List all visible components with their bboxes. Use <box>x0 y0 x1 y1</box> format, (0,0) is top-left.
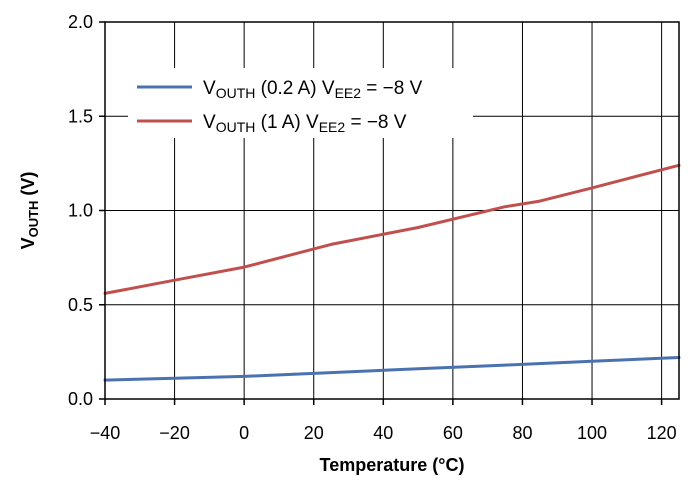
x-tick-label-8: 120 <box>647 423 677 443</box>
x-tick-label-6: 80 <box>512 423 532 443</box>
y-axis-title: VOUTH (V) <box>18 172 41 250</box>
legend-label-1: VOUTH (1 A) VEE2 = −8 V <box>203 112 407 135</box>
series-line-1 <box>103 163 681 295</box>
y-tick-label-1: 0.5 <box>68 295 93 315</box>
y-tick-label-2: 1.0 <box>68 201 93 221</box>
x-tick-label-7: 100 <box>577 423 607 443</box>
x-tick-label-3: 20 <box>304 423 324 443</box>
x-tick-label-4: 40 <box>373 423 393 443</box>
legend-label-0: VOUTH (0.2 A) VEE2 = −8 V <box>203 78 423 101</box>
y-axis-ticks: 0.0 0.5 1.0 1.5 2.0 <box>68 12 105 409</box>
x-axis-ticks: −40 −20 0 20 40 60 80 100 120 <box>90 399 677 443</box>
series-layer <box>103 163 681 382</box>
series-line-0 <box>103 356 681 382</box>
x-tick-label-2: 0 <box>239 423 249 443</box>
x-axis-title: Temperature (°C) <box>320 455 465 475</box>
legend: VOUTH (0.2 A) VEE2 = −8 V VOUTH (1 A) VE… <box>128 68 473 138</box>
x-tick-label-0: −40 <box>90 423 121 443</box>
y-axis-title-unit: (V) <box>18 172 38 201</box>
y-tick-label-4: 2.0 <box>68 12 93 32</box>
legend-item-0: VOUTH (0.2 A) VEE2 = −8 V <box>137 78 423 101</box>
legend-background <box>128 68 473 138</box>
y-tick-label-0: 0.0 <box>68 389 93 409</box>
y-tick-label-3: 1.5 <box>68 106 93 126</box>
legend-item-1: VOUTH (1 A) VEE2 = −8 V <box>137 112 407 135</box>
x-tick-label-1: −20 <box>159 423 190 443</box>
y-axis-title-sub: OUTH <box>26 201 41 238</box>
y-axis-title-main: V <box>18 237 38 249</box>
x-tick-label-5: 60 <box>443 423 463 443</box>
